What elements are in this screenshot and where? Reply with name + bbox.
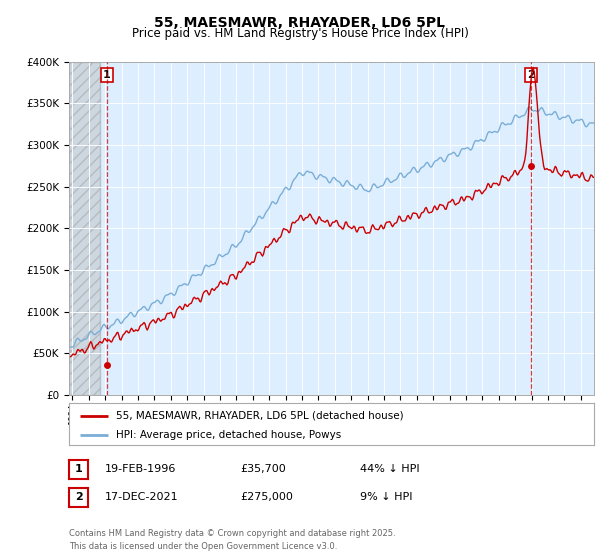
Text: Price paid vs. HM Land Registry's House Price Index (HPI): Price paid vs. HM Land Registry's House … — [131, 27, 469, 40]
Text: 2: 2 — [527, 70, 535, 80]
Text: 1: 1 — [75, 464, 82, 474]
Text: 1: 1 — [103, 70, 111, 80]
Text: 55, MAESMAWR, RHAYADER, LD6 5PL (detached house): 55, MAESMAWR, RHAYADER, LD6 5PL (detache… — [116, 411, 404, 421]
Bar — [69, 62, 100, 395]
Text: HPI: Average price, detached house, Powys: HPI: Average price, detached house, Powy… — [116, 430, 341, 440]
Text: 44% ↓ HPI: 44% ↓ HPI — [360, 464, 419, 474]
Text: Contains HM Land Registry data © Crown copyright and database right 2025.
This d: Contains HM Land Registry data © Crown c… — [69, 529, 395, 550]
Text: £35,700: £35,700 — [240, 464, 286, 474]
Text: £275,000: £275,000 — [240, 492, 293, 502]
Text: 55, MAESMAWR, RHAYADER, LD6 5PL: 55, MAESMAWR, RHAYADER, LD6 5PL — [155, 16, 445, 30]
Text: 19-FEB-1996: 19-FEB-1996 — [105, 464, 176, 474]
Text: 9% ↓ HPI: 9% ↓ HPI — [360, 492, 413, 502]
Text: 17-DEC-2021: 17-DEC-2021 — [105, 492, 179, 502]
Text: 2: 2 — [75, 492, 82, 502]
